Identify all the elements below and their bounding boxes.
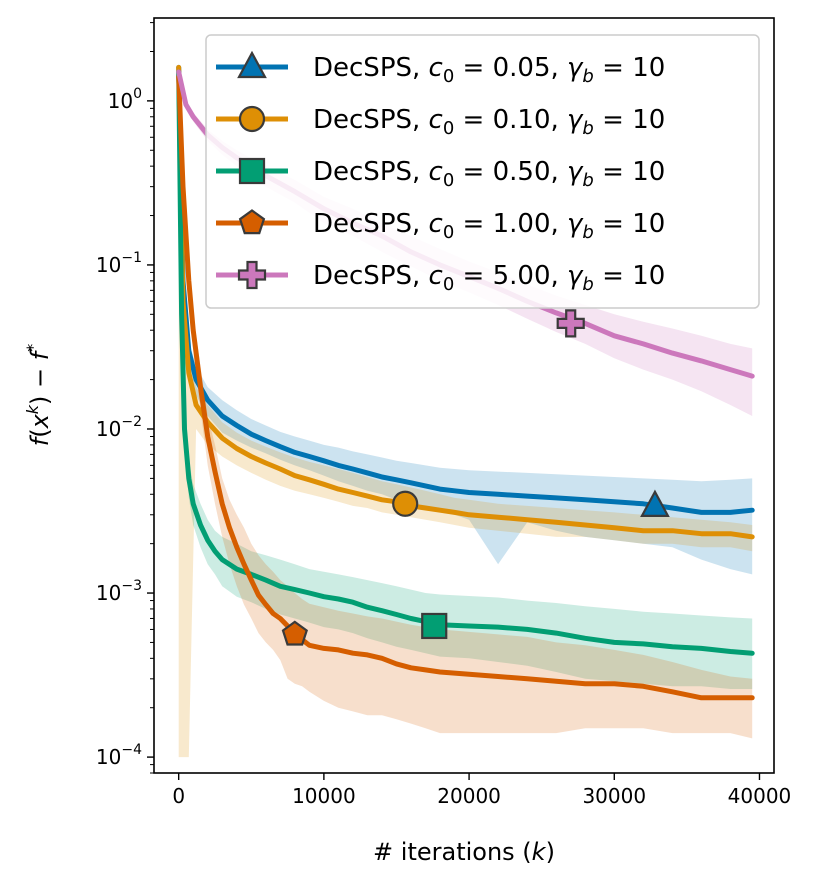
confidence-band xyxy=(178,63,753,575)
y-axis-label: f(xk) − f* xyxy=(23,344,54,447)
legend-entry: DecSPS, c0 = 0.05, γb = 10 xyxy=(216,50,665,87)
legend-marker xyxy=(237,50,267,79)
series-line xyxy=(176,64,755,540)
legend-entry: DecSPS, c0 = 5.00, γb = 10 xyxy=(216,260,665,295)
x-tick-label: 10000 xyxy=(292,784,356,808)
y-tick-label: 10−2 xyxy=(96,414,142,441)
confidence-band xyxy=(178,67,753,689)
legend-entry: DecSPS, c0 = 1.00, γb = 10 xyxy=(216,209,665,243)
confidence-band xyxy=(178,72,753,739)
legend-marker xyxy=(238,105,266,133)
y-tick-label: 10−3 xyxy=(96,578,142,605)
series-line xyxy=(176,74,755,701)
legend-label: DecSPS, c0 = 0.50, γb = 10 xyxy=(313,157,665,191)
legend-label: DecSPS, c0 = 0.10, γb = 10 xyxy=(313,105,665,139)
x-axis-label: # iterations (k) xyxy=(373,838,555,866)
legend-entry: DecSPS, c0 = 0.10, γb = 10 xyxy=(216,105,665,139)
legend-label: DecSPS, c0 = 0.05, γb = 10 xyxy=(313,53,665,87)
x-tick-label: 30000 xyxy=(582,784,646,808)
y-tick-label: 10−1 xyxy=(96,250,142,277)
legend-label: DecSPS, c0 = 1.00, γb = 10 xyxy=(313,209,665,243)
x-tick-label: 40000 xyxy=(728,784,792,808)
confidence-band xyxy=(178,69,753,416)
series-markers xyxy=(281,309,670,646)
legend-entry: DecSPS, c0 = 0.50, γb = 10 xyxy=(216,157,665,191)
legend-marker xyxy=(238,157,266,185)
legend-marker xyxy=(237,260,267,290)
y-tick-label: 10−4 xyxy=(96,742,142,769)
y-tick-label: 100 xyxy=(108,86,142,113)
plot-frame xyxy=(153,17,775,774)
series-marker xyxy=(392,490,419,517)
legend: DecSPS, c0 = 0.05, γb = 10 DecSPS, c0 = 0… xyxy=(205,34,760,309)
series-marker xyxy=(421,612,448,640)
series-marker xyxy=(640,489,670,517)
y-axis-ticks: 100 10−1 10−2 10−3 10−4 xyxy=(96,22,154,774)
x-tick-label: 0 xyxy=(172,784,185,808)
legend-label: DecSPS, c0 = 5.00, γb = 10 xyxy=(313,261,665,295)
confidence-bands xyxy=(178,63,753,758)
series-marker xyxy=(281,620,308,646)
x-tick-label: 20000 xyxy=(437,784,501,808)
x-axis-ticks: 0 10000 20000 30000 40000 xyxy=(172,773,791,808)
series-marker xyxy=(556,309,585,338)
series-line xyxy=(176,64,755,515)
series-line xyxy=(176,69,755,656)
legend-marker xyxy=(238,209,266,235)
legend-box xyxy=(205,34,760,309)
